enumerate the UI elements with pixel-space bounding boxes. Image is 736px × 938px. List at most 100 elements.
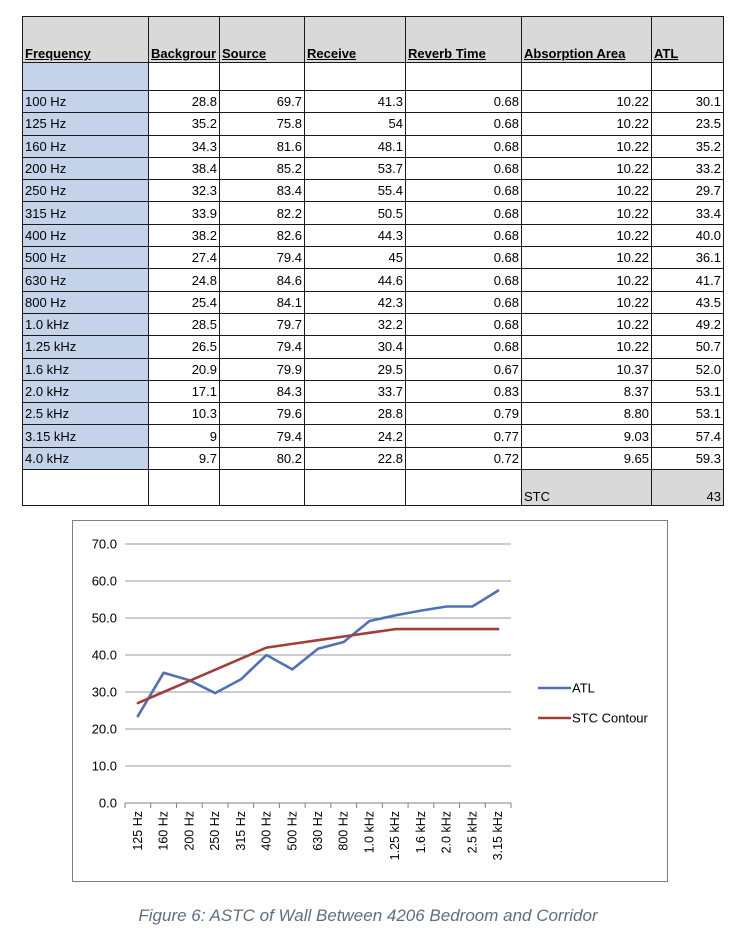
empty-cell [405,469,522,507]
legend-label: STC Contour [572,711,649,726]
value-cell: 9.7 [148,446,220,471]
x-tick-label: 3.15 kHz [491,811,505,860]
value-cell: 0.68 [405,201,522,225]
value-cell: 84.1 [219,290,305,314]
value-cell: 23.5 [651,112,724,136]
value-cell: 32.3 [148,179,220,203]
column-header: Source [219,16,305,63]
value-cell: 9 [148,424,220,448]
value-cell: 30.4 [304,335,406,359]
value-cell: 10.22 [521,246,652,270]
value-cell: 49.2 [651,312,724,337]
y-tick-label: 20.0 [92,722,117,737]
value-cell: 0.68 [405,134,522,158]
x-tick-label: 1.25 kHz [388,811,402,860]
value-cell: 84.6 [219,268,305,292]
table-row: 160 Hz 34.3 81.6 48.1 0.68 10.22 35.2 [22,134,724,158]
value-cell: 48.1 [304,134,406,158]
value-cell: 10.22 [521,268,652,292]
frequency-cell: 200 Hz [22,156,149,181]
value-cell: 33.4 [651,201,724,225]
empty-cell [405,62,522,91]
y-tick-label: 60.0 [92,574,117,589]
table-header-row: Frequency Backgrour Source Receive Reverb Ti… [22,16,724,63]
value-cell: 8.80 [521,402,652,426]
value-cell: 41.7 [651,268,724,292]
x-tick-label: 630 Hz [311,811,325,851]
value-cell: 54 [304,112,406,136]
value-cell: 10.22 [521,134,652,158]
value-cell: 79.7 [219,312,305,337]
data-table: Frequency Backgrour Source Receive Reverb Ti… [22,16,724,507]
value-cell: 22.8 [304,446,406,471]
value-cell: 0.68 [405,246,522,270]
value-cell: 8.37 [521,379,652,404]
value-cell: 10.22 [521,179,652,203]
x-tick-label: 800 Hz [337,811,351,851]
value-cell: 0.79 [405,402,522,426]
value-cell: 55.4 [304,179,406,203]
value-cell: 0.67 [405,357,522,381]
table-row: 500 Hz 27.4 79.4 45 0.68 10.22 36.1 [22,246,724,270]
figure-caption: Figure 6: ASTC of Wall Between 4206 Bedr… [138,906,598,925]
table-row: 1.0 kHz 28.5 79.7 32.2 0.68 10.22 49.2 [22,312,724,337]
empty-cell [148,469,220,507]
value-cell: 0.68 [405,89,522,114]
value-cell: 79.4 [219,424,305,448]
value-cell: 10.22 [521,335,652,359]
value-cell: 10.22 [521,112,652,136]
table-row: 800 Hz 25.4 84.1 42.3 0.68 10.22 43.5 [22,290,724,314]
value-cell: 79.4 [219,246,305,270]
value-cell: 53.1 [651,402,724,426]
x-tick-label: 2.5 kHz [465,811,479,853]
value-cell: 10.22 [521,290,652,314]
stc-label: STC [521,469,652,507]
empty-cell [219,469,305,507]
value-cell: 10.37 [521,357,652,381]
value-cell: 0.68 [405,268,522,292]
x-tick-label: 125 Hz [131,811,145,851]
empty-cell [521,62,652,91]
line-chart: 0.0 10.0 20.0 30.0 40.0 50.0 60.0 70.0 125 Hz 160… [92,537,649,861]
value-cell: 40.0 [651,223,724,248]
value-cell: 10.22 [521,89,652,114]
value-cell: 10.22 [521,223,652,248]
value-cell: 52.0 [651,357,724,381]
value-cell: 0.68 [405,179,522,203]
value-cell: 33.7 [304,379,406,404]
stc-contour-series-line [136,627,500,705]
empty-cell [304,469,406,507]
x-tick-label: 1.6 kHz [414,811,428,853]
y-tick-label: 50.0 [92,611,117,626]
value-cell: 44.3 [304,223,406,248]
frequency-cell: 400 Hz [22,223,149,248]
value-cell: 41.3 [304,89,406,114]
value-cell: 35.2 [148,112,220,136]
frequency-cell: 100 Hz [22,89,149,114]
frequency-cell: 2.0 kHz [22,379,149,404]
table-row: 1.25 kHz 26.5 79.4 30.4 0.68 10.22 50.7 [22,335,724,359]
frequency-cell: 1.25 kHz [22,335,149,359]
value-cell: 44.6 [304,268,406,292]
value-cell: 42.3 [304,290,406,314]
value-cell: 10.22 [521,201,652,225]
value-cell: 84.3 [219,379,305,404]
value-cell: 32.2 [304,312,406,337]
column-header: Receive [304,16,406,63]
value-cell: 85.2 [219,156,305,181]
table-footer-row: STC 43 [22,469,724,507]
value-cell: 53.7 [304,156,406,181]
x-tick-label: 500 Hz [285,811,299,851]
value-cell: 9.03 [521,424,652,448]
value-cell: 0.68 [405,312,522,337]
value-cell: 28.5 [148,312,220,337]
value-cell: 36.1 [651,246,724,270]
value-cell: 34.3 [148,134,220,158]
value-cell: 69.7 [219,89,305,114]
table-spacer-row [22,62,724,91]
y-tick-label: 30.0 [92,685,117,700]
table-row: 1.6 kHz 20.9 79.9 29.5 0.67 10.37 52.0 [22,357,724,381]
x-tick-label: 400 Hz [260,811,274,851]
value-cell: 0.68 [405,335,522,359]
value-cell: 10.3 [148,402,220,426]
